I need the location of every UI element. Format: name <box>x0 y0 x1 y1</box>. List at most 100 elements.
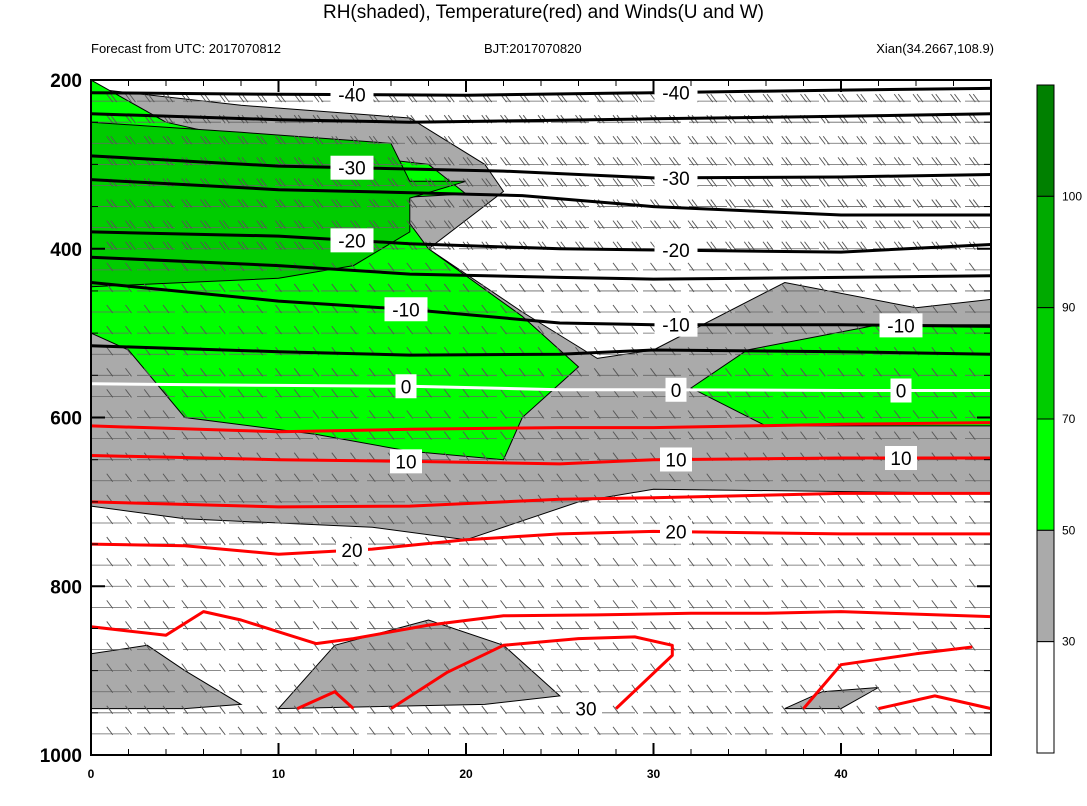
wind-barb <box>222 178 230 187</box>
wind-barb <box>706 600 714 609</box>
wind-barb <box>668 705 676 715</box>
wind-barb <box>931 621 939 630</box>
wind-barb <box>875 600 882 609</box>
wind-barb <box>162 663 170 672</box>
wind-barbs-layer <box>91 93 991 736</box>
wind-barb <box>200 325 207 335</box>
wind-barb <box>485 157 493 166</box>
wind-barb <box>593 220 601 229</box>
wind-barb <box>800 494 807 504</box>
wind-barb <box>218 705 226 715</box>
wind-barb <box>466 220 474 229</box>
wind-barb <box>800 178 807 187</box>
wind-barb <box>518 621 526 630</box>
wind-barb <box>935 220 943 229</box>
wind-barb <box>875 178 882 187</box>
wind-barb <box>350 178 357 187</box>
wind-barb <box>856 600 864 609</box>
wind-barb <box>725 431 732 440</box>
wind-barb <box>781 304 789 314</box>
wind-barb <box>687 557 695 567</box>
wind-barb <box>500 578 507 588</box>
wind-barb <box>818 578 826 588</box>
wind-barb <box>166 136 174 145</box>
wind-barb <box>425 199 432 208</box>
wind-barb <box>616 220 624 229</box>
wind-barb <box>181 684 189 693</box>
wind-barb <box>485 199 493 208</box>
wind-barb <box>575 304 582 314</box>
wind-barb <box>743 557 751 567</box>
wind-barb <box>293 220 301 229</box>
contour-label: 0 <box>896 382 907 403</box>
wind-barb <box>556 515 564 525</box>
wind-barb <box>781 473 789 483</box>
wind-barb <box>912 368 920 377</box>
wind-barb <box>481 368 489 377</box>
wind-barb <box>931 283 939 293</box>
wind-barb <box>316 178 324 187</box>
wind-barb <box>331 726 339 736</box>
wind-barb <box>631 726 639 736</box>
wind-barb <box>897 178 905 187</box>
wind-barb <box>237 726 245 736</box>
wind-barb <box>860 157 868 166</box>
wind-barb <box>518 515 526 525</box>
wind-barb <box>912 578 920 588</box>
wind-barb <box>631 600 639 609</box>
wind-barb <box>260 178 268 187</box>
wind-barb <box>504 220 511 229</box>
wind-barb <box>650 726 657 736</box>
wind-barb <box>668 621 676 630</box>
wind-barb <box>556 304 564 314</box>
wind-barb <box>631 557 639 567</box>
wind-barb <box>143 578 151 588</box>
wind-barb <box>972 136 980 145</box>
wind-barb <box>856 199 864 208</box>
wind-barb <box>522 157 530 166</box>
wind-barb <box>743 473 751 483</box>
wind-barb <box>481 178 489 187</box>
contour-label: 0 <box>401 377 412 398</box>
wind-barb <box>781 199 789 208</box>
wind-barb <box>425 283 432 293</box>
wind-barb <box>293 178 301 187</box>
wind-barb <box>518 684 526 693</box>
wind-barb <box>500 178 507 187</box>
wind-barb <box>481 157 489 166</box>
wind-barb <box>837 536 845 546</box>
wind-barb <box>860 199 868 208</box>
wind-barb <box>406 178 414 187</box>
wind-barb <box>729 93 736 103</box>
temp-contour-20 <box>91 529 991 556</box>
contour-label-bg <box>885 446 917 470</box>
wind-barb <box>275 325 282 335</box>
wind-barb <box>687 220 695 229</box>
wind-barb <box>218 283 226 293</box>
contour-labels-layer: -40 -40-30 -30-20 -20-10-10 -100 0 010 10 102020… <box>330 80 923 721</box>
wind-barb <box>162 515 170 525</box>
wind-barb <box>466 136 474 145</box>
wind-barb <box>162 494 170 504</box>
wind-barb <box>500 368 507 377</box>
wind-barb <box>743 431 751 440</box>
wind-barb <box>593 178 601 187</box>
wind-barb <box>522 199 530 208</box>
wind-barb <box>743 368 751 377</box>
temp-contour-10 <box>91 421 991 434</box>
wind-barb <box>241 136 249 145</box>
wind-barb <box>912 536 920 546</box>
wind-barb <box>143 515 151 525</box>
wind-barb <box>672 136 680 145</box>
wind-barb <box>743 642 751 651</box>
wind-barb <box>631 536 639 546</box>
wind-barb <box>668 578 676 588</box>
wind-barb <box>316 136 324 145</box>
wind-barb <box>504 199 511 208</box>
wind-barb <box>710 220 718 229</box>
wind-barb <box>556 368 564 377</box>
wind-barb <box>462 178 470 187</box>
wind-barb <box>762 199 770 208</box>
wind-barb <box>654 157 661 166</box>
wind-barb <box>612 431 620 440</box>
